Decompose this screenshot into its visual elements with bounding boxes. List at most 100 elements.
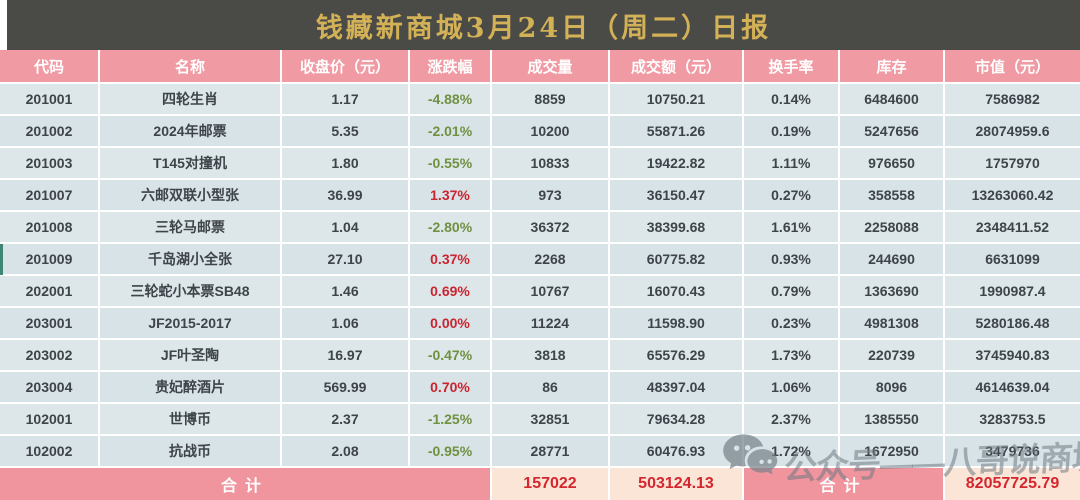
cell-turnover: 36150.47 <box>610 180 742 210</box>
cell-turnover: 79634.28 <box>610 404 742 434</box>
cell-market-value: 5280186.48 <box>945 308 1080 338</box>
table-row: 203002 JF叶圣陶 16.97 -0.47% 3818 65576.29 … <box>0 340 1080 370</box>
cell-turnover: 19422.82 <box>610 148 742 178</box>
table-row: 203004 贵妃醉酒片 569.99 0.70% 86 48397.04 1.… <box>0 372 1080 402</box>
cell-inventory: 220739 <box>840 340 943 370</box>
table-header-row: 代码 名称 收盘价（元） 涨跌幅 成交量 成交额（元） 换手率 库存 市值（元） <box>0 50 1080 82</box>
cell-code: 201003 <box>0 148 98 178</box>
cell-code: 203004 <box>0 372 98 402</box>
cell-code: 201008 <box>0 212 98 242</box>
table-row: 201009 千岛湖小全张 27.10 0.37% 2268 60775.82 … <box>0 244 1080 274</box>
cell-market-value: 4614639.04 <box>945 372 1080 402</box>
title-bar: 钱藏新商城3月24日（周二）日报 <box>7 0 1080 50</box>
footer-market-value-total: 82057725.79 <box>945 468 1080 500</box>
cell-market-value: 3479736 <box>945 436 1080 466</box>
cell-turnover: 11598.90 <box>610 308 742 338</box>
cell-inventory: 1385550 <box>840 404 943 434</box>
cell-volume: 86 <box>492 372 608 402</box>
cell-change-pct: -2.01% <box>410 116 490 146</box>
cell-change-pct: -4.88% <box>410 84 490 114</box>
cell-turnover-rate: 0.79% <box>744 276 838 306</box>
cell-inventory: 4981308 <box>840 308 943 338</box>
cell-market-value: 2348411.52 <box>945 212 1080 242</box>
cell-close-price: 1.80 <box>282 148 408 178</box>
cell-change-pct: 0.00% <box>410 308 490 338</box>
col-header-name: 名称 <box>100 50 280 82</box>
cell-code: 201007 <box>0 180 98 210</box>
cell-inventory: 976650 <box>840 148 943 178</box>
cell-market-value: 3283753.5 <box>945 404 1080 434</box>
col-header-volume: 成交量 <box>492 50 608 82</box>
cell-change-pct: 0.70% <box>410 372 490 402</box>
cell-change-pct: -0.55% <box>410 148 490 178</box>
cell-turnover: 60476.93 <box>610 436 742 466</box>
row-accent-mark <box>0 244 3 275</box>
cell-volume: 3818 <box>492 340 608 370</box>
col-header-close-price: 收盘价（元） <box>282 50 408 82</box>
cell-change-pct: -0.47% <box>410 340 490 370</box>
cell-turnover-rate: 0.14% <box>744 84 838 114</box>
cell-name: 三轮马邮票 <box>100 212 280 242</box>
footer-volume-total: 157022 <box>492 468 608 500</box>
cell-change-pct: 0.37% <box>410 244 490 274</box>
col-header-turnover-rate: 换手率 <box>744 50 838 82</box>
cell-name: 千岛湖小全张 <box>100 244 280 274</box>
cell-volume: 32851 <box>492 404 608 434</box>
col-header-inventory: 库存 <box>840 50 943 82</box>
cell-volume: 11224 <box>492 308 608 338</box>
cell-close-price: 2.37 <box>282 404 408 434</box>
footer-turnover-total: 503124.13 <box>610 468 742 500</box>
cell-turnover-rate: 0.93% <box>744 244 838 274</box>
cell-close-price: 1.06 <box>282 308 408 338</box>
cell-inventory: 5247656 <box>840 116 943 146</box>
cell-close-price: 1.04 <box>282 212 408 242</box>
cell-market-value: 7586982 <box>945 84 1080 114</box>
cell-inventory: 244690 <box>840 244 943 274</box>
cell-name: 抗战币 <box>100 436 280 466</box>
cell-code: 203001 <box>0 308 98 338</box>
cell-name: 世博币 <box>100 404 280 434</box>
cell-name: 三轮蛇小本票SB48 <box>100 276 280 306</box>
cell-volume: 10767 <box>492 276 608 306</box>
cell-name: 四轮生肖 <box>100 84 280 114</box>
cell-name: 2024年邮票 <box>100 116 280 146</box>
cell-code: 102001 <box>0 404 98 434</box>
col-header-code: 代码 <box>0 50 98 82</box>
cell-turnover: 60775.82 <box>610 244 742 274</box>
cell-turnover-rate: 1.61% <box>744 212 838 242</box>
cell-turnover: 65576.29 <box>610 340 742 370</box>
cell-change-pct: 0.69% <box>410 276 490 306</box>
cell-turnover-rate: 2.37% <box>744 404 838 434</box>
cell-change-pct: -0.95% <box>410 436 490 466</box>
cell-volume: 2268 <box>492 244 608 274</box>
cell-close-price: 2.08 <box>282 436 408 466</box>
col-header-market-value: 市值（元） <box>945 50 1080 82</box>
cell-turnover: 10750.21 <box>610 84 742 114</box>
cell-code: 102002 <box>0 436 98 466</box>
cell-volume: 8859 <box>492 84 608 114</box>
col-header-turnover: 成交额（元） <box>610 50 742 82</box>
footer-total-label-right: 合计 <box>744 468 943 500</box>
cell-close-price: 27.10 <box>282 244 408 274</box>
cell-turnover: 38399.68 <box>610 212 742 242</box>
cell-name: JF叶圣陶 <box>100 340 280 370</box>
cell-code: 202001 <box>0 276 98 306</box>
cell-inventory: 1672950 <box>840 436 943 466</box>
cell-close-price: 1.17 <box>282 84 408 114</box>
cell-market-value: 1757970 <box>945 148 1080 178</box>
cell-market-value: 1990987.4 <box>945 276 1080 306</box>
table-row: 201008 三轮马邮票 1.04 -2.80% 36372 38399.68 … <box>0 212 1080 242</box>
cell-inventory: 358558 <box>840 180 943 210</box>
table-row: 203001 JF2015-2017 1.06 0.00% 11224 1159… <box>0 308 1080 338</box>
cell-name: T145对撞机 <box>100 148 280 178</box>
cell-close-price: 569.99 <box>282 372 408 402</box>
cell-name: 贵妃醉酒片 <box>100 372 280 402</box>
cell-turnover-rate: 0.23% <box>744 308 838 338</box>
col-header-change-pct: 涨跌幅 <box>410 50 490 82</box>
table-row: 102002 抗战币 2.08 -0.95% 28771 60476.93 1.… <box>0 436 1080 466</box>
footer-row: 合计 157022 503124.13 合计 82057725.79 <box>0 468 1080 500</box>
cell-volume: 28771 <box>492 436 608 466</box>
cell-turnover-rate: 0.27% <box>744 180 838 210</box>
cell-volume: 10833 <box>492 148 608 178</box>
